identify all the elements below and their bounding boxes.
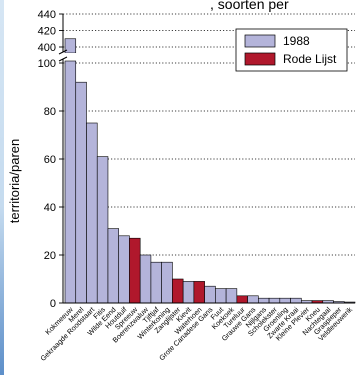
bar xyxy=(64,60,77,304)
y-axis-title: territoria/paren xyxy=(7,139,22,224)
bar xyxy=(75,81,87,304)
bar xyxy=(279,297,291,304)
bar xyxy=(150,261,162,304)
y-tick-label: 400 xyxy=(38,42,56,54)
legend-swatch-1988 xyxy=(244,34,276,48)
bar xyxy=(204,285,216,304)
bar xyxy=(258,297,270,304)
y-tick-label: 80 xyxy=(44,106,56,118)
bar xyxy=(86,122,98,304)
y-tick-label: 60 xyxy=(44,154,56,166)
bar xyxy=(182,281,195,304)
left-edge-strip xyxy=(0,0,4,375)
legend: 1988 Rode Lijst xyxy=(235,28,348,72)
bar xyxy=(225,288,238,304)
axis-break-mark xyxy=(58,49,68,55)
axis-break-gap xyxy=(64,53,77,58)
bar xyxy=(236,295,248,304)
axis-break-mark xyxy=(58,56,68,62)
bar xyxy=(215,288,227,304)
bar-upper-segment xyxy=(64,38,77,54)
bar xyxy=(247,295,259,304)
y-tick-label: 440 xyxy=(38,9,56,21)
axes xyxy=(58,13,355,304)
legend-label-1988: 1988 xyxy=(283,34,310,48)
y-tick-labels: 0 20 40 60 80 100 400 420 440 xyxy=(38,9,56,310)
y-tick-label: 40 xyxy=(44,202,56,214)
y-tick-label: 0 xyxy=(50,298,56,310)
bar xyxy=(268,297,281,304)
bar xyxy=(129,237,141,304)
bar xyxy=(118,235,130,304)
bar xyxy=(96,156,109,304)
bar xyxy=(107,228,120,304)
legend-label-rode-lijst: Rode Lijst xyxy=(283,52,337,66)
bar xyxy=(139,254,152,304)
bar xyxy=(161,261,173,304)
legend-swatch-rode-lijst xyxy=(244,52,276,66)
y-tick-label: 100 xyxy=(38,58,56,70)
y-tick-label: 420 xyxy=(38,26,56,38)
bar xyxy=(172,278,184,304)
bars-group xyxy=(64,38,356,304)
bar xyxy=(290,297,302,304)
bar xyxy=(193,281,205,304)
y-tick-label: 20 xyxy=(44,250,56,262)
chart-title: , soorten per xyxy=(210,0,289,12)
